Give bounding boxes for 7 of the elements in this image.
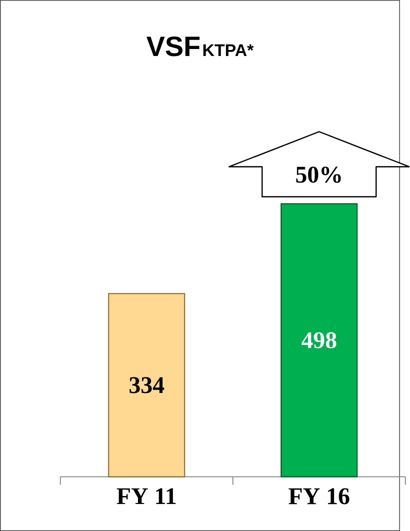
x-tick-label: FY 11 — [116, 488, 176, 504]
text: 50% — [296, 166, 341, 183]
x-tick-label: FY 16 — [288, 488, 350, 504]
data-label: 334 — [130, 377, 164, 394]
chart-subtitle: KTPA* — [204, 44, 254, 56]
data-label: 498 — [302, 332, 336, 348]
chart-title: VSF — [146, 36, 200, 56]
